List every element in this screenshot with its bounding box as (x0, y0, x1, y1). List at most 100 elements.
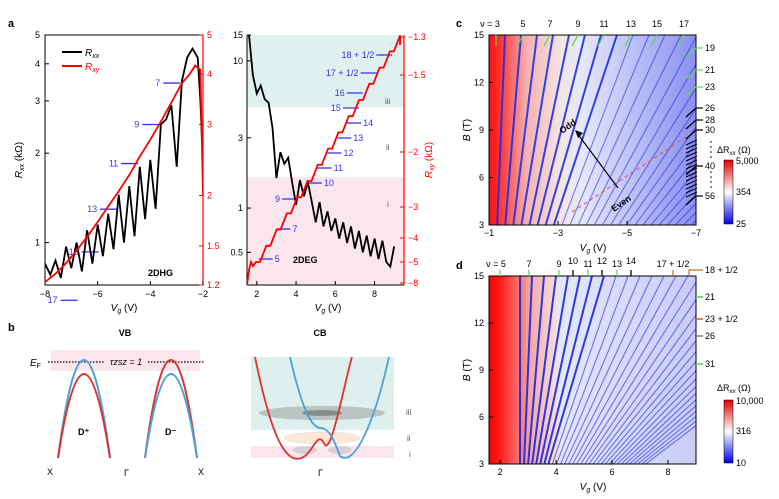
colorbar-tick-mid: 354 (736, 187, 751, 197)
y-tick-label-right: 2 (207, 191, 212, 201)
x-tick-label: 2 (254, 289, 259, 299)
top-label: 13 (612, 259, 622, 269)
series-rxx-line (248, 35, 396, 269)
top-label: 7 (526, 259, 531, 269)
arrow-head (575, 130, 583, 138)
right-marker-minor (685, 143, 698, 150)
chart-label-2deg: 2DEG (293, 255, 318, 265)
band-red-dplus (57, 373, 111, 459)
x-tick-label: −6 (93, 289, 103, 299)
x-axis-label: Vg (V) (580, 243, 607, 255)
y-axis-label: Rxx (kΩ) (14, 142, 26, 178)
right-marker-minor (685, 159, 698, 166)
top-label: 15 (652, 19, 662, 29)
y-tick-label-right: 1.2 (207, 280, 220, 290)
right-marker (688, 269, 703, 276)
right-marker-minor (685, 191, 698, 198)
x-left-label: X (47, 467, 53, 477)
panel-label-c: c (456, 18, 462, 30)
landau-fan-line (569, 35, 650, 225)
x-axis-label: Vg (V) (580, 482, 607, 494)
landau-fan-line (592, 327, 696, 464)
right-marker (685, 119, 697, 130)
top-label: 17 (679, 19, 689, 29)
right-label: 40 (705, 161, 715, 171)
cb-band-blue (289, 356, 390, 459)
right-marker-minor (685, 151, 698, 158)
fermi-pocket-right (328, 446, 352, 454)
y-axis-label: B (T) (462, 359, 473, 381)
top-label: 17 + 1/2 (657, 259, 690, 269)
x-tick-label: 8 (372, 289, 377, 299)
panel-label-d: d (456, 260, 463, 272)
landau-fan-line (561, 35, 634, 225)
plateau-label: 7 (292, 224, 297, 234)
region-label-ii: ii (386, 143, 390, 152)
y-tick-label: 2 (35, 148, 40, 158)
plateau-label: 7 (155, 78, 160, 88)
top-label: 9 (575, 19, 580, 29)
landau-fan-line (624, 398, 696, 464)
y-tick-label-right: 4 (207, 69, 212, 79)
top-label: 11 (599, 19, 608, 29)
x-axis-label: Vg (V) (111, 303, 138, 315)
colorbar-label: ΔRxx (Ω) (717, 145, 751, 157)
top-label: 5 (520, 19, 525, 29)
top-marker (624, 34, 632, 47)
ellipsis-dot (710, 141, 712, 143)
plateau-label: 14 (363, 118, 373, 128)
y-tick-label: 10 (233, 56, 243, 66)
landau-fan-line (536, 35, 586, 225)
y-tick-label: 12 (474, 78, 484, 88)
ellipsis-dot (710, 181, 712, 183)
landau-fan-line (551, 276, 617, 464)
right-marker (685, 129, 697, 140)
tau-label: τzsz = 1 (110, 357, 142, 367)
top-label: 12 (597, 256, 607, 266)
top-label: 10 (568, 256, 578, 266)
y-tick-label: 9 (479, 365, 484, 375)
plateau-label: 11 (109, 159, 118, 169)
x-tick-label: −2 (198, 289, 208, 299)
x-tick-label: 2 (498, 467, 503, 477)
landau-fan-line (580, 281, 696, 464)
top-label: 9 (556, 259, 561, 269)
landau-fan-line (577, 35, 666, 225)
plateau-label: 10 (324, 178, 334, 188)
series-rxy-line (247, 35, 402, 285)
right-marker (685, 47, 697, 58)
right-marker-minor (685, 179, 698, 186)
right-label: 23 (705, 82, 715, 92)
y-tick-label: 6 (479, 173, 484, 183)
chart-d-heatmap: 2 4 6 8 3 6 9 12 15 ν = 5 7 9 10 11 12 13 14 17 + 1/2 18… (462, 256, 764, 494)
top-label: 14 (626, 256, 636, 266)
top-marker (597, 34, 605, 47)
series-rxy-line (45, 64, 203, 283)
plateau-label: 17 + 1/2 (326, 68, 359, 78)
x-tick-label: 6 (610, 467, 615, 477)
x-axis-label: Vg (V) (315, 303, 342, 315)
top-marker (677, 34, 685, 47)
landau-fan-line (601, 63, 696, 225)
vb-title: VB (119, 328, 132, 338)
y-tick-label-right: 5 (207, 30, 212, 40)
landau-fan-line (608, 369, 696, 464)
top-marker (543, 34, 551, 47)
cb-label-i: i (409, 450, 411, 459)
x-tick-label: −5 (622, 228, 632, 238)
top-marker (516, 34, 524, 47)
landau-fan-line (588, 313, 696, 464)
band-red-dminus (144, 359, 198, 459)
cb-region-i (251, 446, 394, 458)
landau-fan-line (600, 350, 696, 464)
right-label: 21 (705, 292, 715, 302)
plateau-label: 9 (134, 119, 139, 129)
top-marker (571, 34, 579, 47)
landau-fan-line (535, 276, 569, 464)
right-marker (685, 86, 697, 97)
right-marker-minor (685, 187, 698, 194)
x-tick-label: −1 (484, 228, 494, 238)
right-marker-minor (685, 167, 698, 174)
landau-fan-line (555, 276, 629, 464)
